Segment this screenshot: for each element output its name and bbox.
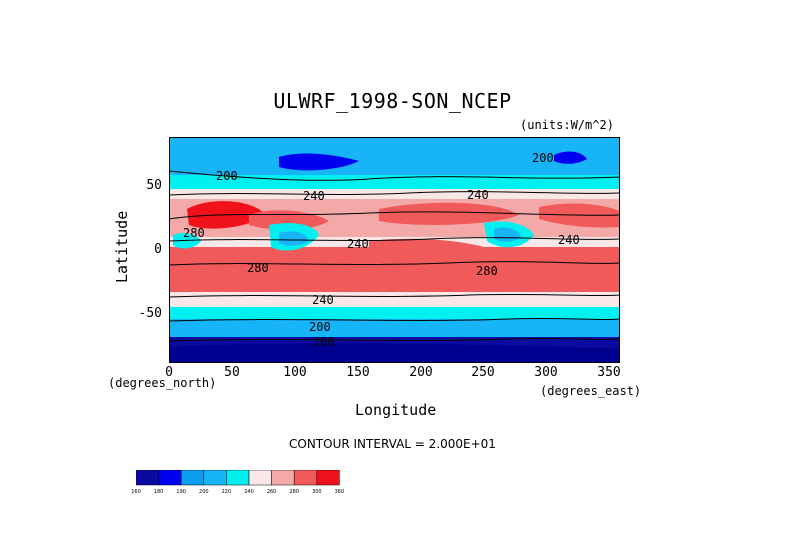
band-north-subpolar [169, 175, 620, 189]
x-tick-label: 250 [471, 365, 495, 380]
band-south-polar [169, 319, 620, 337]
colorbar-swatch [203, 470, 227, 486]
colorbar-tick-label: 360 [334, 489, 345, 495]
contour-label: 280 [247, 261, 269, 275]
x-tick-label: 300 [534, 365, 558, 380]
x-tick-label: 200 [409, 365, 433, 380]
colorbar-swatch [293, 470, 318, 486]
contour-label: 280 [183, 226, 205, 240]
colorbar-tick-label: 190 [176, 489, 186, 495]
colorbar-swatch [248, 470, 272, 486]
contour-label: 240 [347, 237, 369, 251]
colorbar-tick-label: 180 [153, 489, 164, 495]
chart-title: ULWRF_1998-SON_NCEP [273, 89, 512, 113]
contour-label: 160 [313, 335, 335, 349]
contour-label: 240 [558, 233, 580, 247]
units-label: (units:W/m^2) [520, 118, 614, 132]
colorbar-tick-label: 160 [131, 489, 141, 495]
x-tick-label: 50 [224, 365, 240, 380]
contour-line-280n [168, 211, 621, 220]
contour-line-200n [168, 170, 621, 181]
colorbar-tick-label: 280 [289, 489, 299, 495]
contour-line-240n [168, 191, 621, 196]
contour-label: 240 [303, 189, 325, 203]
band-south-subpolar [169, 307, 620, 319]
contour-line-200s [168, 317, 621, 322]
colorbar [136, 470, 340, 486]
y-units-label: (degrees_north) [108, 376, 217, 390]
x-tick-label: 150 [346, 365, 370, 380]
antarctic-darker [169, 343, 620, 363]
contour-label: 200 [309, 320, 331, 334]
contour-interval-label: CONTOUR INTERVAL = 2.000E+01 [289, 437, 496, 451]
south-pacific-warm [369, 238, 529, 275]
band-north-polar [169, 137, 620, 182]
pacific-north-warm [379, 202, 519, 225]
contour-label: 240 [467, 188, 489, 202]
colorbar-tick-label: 300 [312, 489, 322, 495]
y-tick-label: 0 [154, 242, 162, 257]
x-tick-label: 0 [165, 365, 173, 380]
y-tick-label: -50 [138, 306, 162, 321]
contour-line-280s [168, 261, 621, 266]
colorbar-tick-label: 240 [244, 489, 254, 495]
contour-label: 200 [216, 169, 238, 183]
contour-line-240s [168, 293, 621, 298]
arabia-warm [249, 210, 329, 230]
maritime-continent-cold [279, 231, 309, 246]
heatmap-svg: 200 240 240 280 240 240 280 280 240 200 … [168, 137, 621, 363]
plot-frame [169, 137, 620, 363]
contour-label: 240 [312, 293, 334, 307]
contour-label: 200 [532, 151, 554, 165]
colorbar-swatch [316, 470, 340, 486]
arctic-dark-patch [279, 153, 359, 171]
contour-label: 280 [476, 264, 498, 278]
colorbar-swatch [271, 470, 295, 486]
colorbar-swatch [158, 470, 182, 486]
plot-area: 200 240 240 280 240 240 280 280 240 200 … [168, 137, 621, 363]
y-tick-label: 50 [146, 178, 162, 193]
colorbar-tick-label: 220 [221, 489, 232, 495]
x-units-label: (degrees_east) [540, 384, 642, 398]
contour-line-240eq [168, 237, 621, 242]
contour-line-160s [168, 337, 621, 342]
colorbar-swatch [180, 470, 205, 486]
x-axis-label: Longitude [355, 401, 437, 419]
x-tick-label: 100 [283, 365, 307, 380]
colorbar-tick-label: 260 [266, 489, 277, 495]
band-south-mid [169, 292, 620, 307]
x-tick-label: 350 [597, 365, 621, 380]
colorbar-swatch [226, 470, 250, 486]
colorbar-tick-label: 200 [199, 489, 209, 495]
colorbar-swatch [136, 470, 159, 486]
y-axis-label: Latitude [113, 210, 131, 283]
arctic-dark-patch-2 [554, 151, 587, 164]
